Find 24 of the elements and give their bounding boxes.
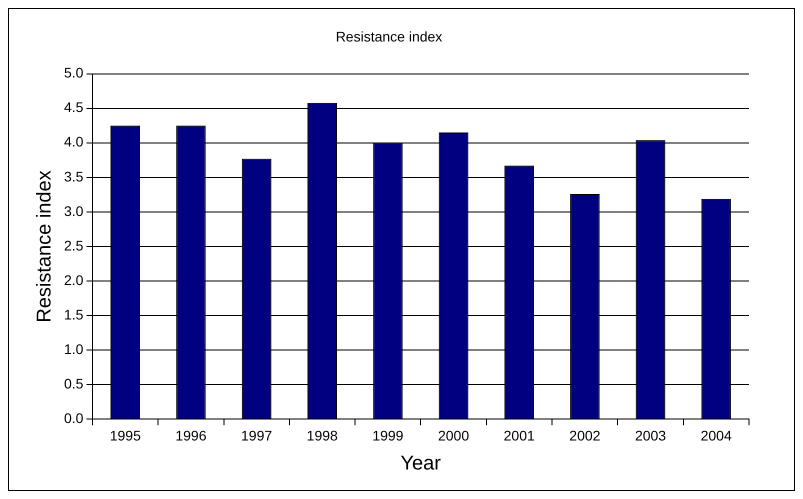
x-tick-label: 1996 bbox=[175, 427, 207, 444]
x-tick-label: 1997 bbox=[241, 427, 272, 444]
x-tick-label: 1995 bbox=[110, 427, 142, 444]
y-tick-label: 4.5 bbox=[64, 99, 84, 116]
y-tick-label: 2.0 bbox=[64, 272, 84, 288]
y-tick-label: 3.0 bbox=[64, 202, 84, 219]
y-tick-label: 2.5 bbox=[64, 237, 84, 254]
y-axis-title: Resistance index bbox=[34, 170, 56, 323]
chart-title: Resistance index bbox=[336, 28, 442, 44]
x-tick-label: 1998 bbox=[306, 427, 338, 444]
x-tick-label: 2003 bbox=[634, 427, 666, 444]
x-tick-label: 2000 bbox=[438, 427, 470, 444]
y-tick-label: 1.5 bbox=[64, 306, 84, 322]
y-tick-label: 3.5 bbox=[64, 168, 84, 184]
y-tick-label: 1.0 bbox=[64, 340, 84, 357]
y-tick-label: 0.0 bbox=[64, 410, 84, 426]
x-axis-title: Year bbox=[400, 452, 442, 475]
y-tick-label: 5.0 bbox=[64, 64, 84, 81]
x-tick-label: 2004 bbox=[700, 427, 732, 444]
y-tick-label: 4.0 bbox=[64, 134, 84, 150]
x-tick-label: 2001 bbox=[504, 427, 535, 444]
x-tick-label: 1999 bbox=[372, 427, 404, 444]
x-tick-label: 2002 bbox=[569, 427, 601, 444]
y-tick-label: 0.5 bbox=[64, 376, 84, 392]
